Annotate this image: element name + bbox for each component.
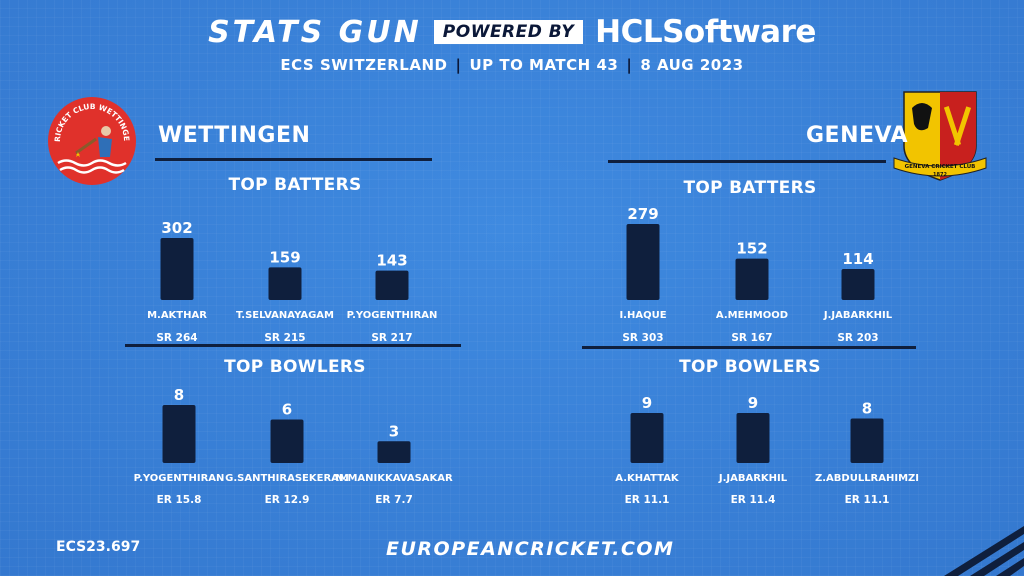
team-name-right: GENEVA: [806, 123, 909, 148]
team-underline-right: [608, 160, 886, 163]
divider-left: [125, 344, 461, 347]
player-stat-label: SR 203: [837, 332, 878, 344]
bar: [377, 441, 411, 463]
bar-value-label: 9: [748, 394, 758, 412]
brand-title: STATS GUN: [208, 14, 422, 50]
bar-value-label: 159: [269, 248, 300, 266]
bar: [841, 268, 875, 300]
player-name-label: A.KHATTAK: [615, 473, 680, 484]
sponsor-software: Software: [662, 14, 816, 50]
player-stat-label: ER 11.1: [845, 494, 890, 506]
bar: [160, 238, 194, 300]
bar-value-label: 6: [282, 401, 292, 419]
player-stat-label: ER 12.9: [265, 494, 310, 506]
chart-geneva-batters: 279 I.HAQUE SR 303 152 A.MEHMOOD SR 167 114 J.J…: [619, 205, 893, 344]
chart-geneva-bowlers: 9 A.KHATTAK ER 11.1 9 J.JABARKHIL ER 11.4 8 Z.A…: [615, 394, 919, 506]
player-stat-label: ER 7.7: [375, 494, 413, 506]
player-name-label: T.SELVANAYAGAM: [236, 310, 334, 321]
left-batters-title: TOP BATTERS: [228, 175, 362, 195]
player-stat-label: SR 217: [371, 332, 412, 344]
subtitle: ECS SWITZERLAND | UP TO MATCH 43 | 8 AUG…: [0, 56, 1024, 74]
player-name-label: P.YOGENTHIRAN: [134, 473, 225, 484]
competition-name: ECS SWITZERLAND: [280, 56, 448, 74]
sponsor-logo: HCLSoftware: [595, 14, 816, 50]
bar: [630, 413, 664, 463]
bar: [268, 267, 302, 300]
powered-by-badge: POWERED BY: [433, 20, 584, 44]
geneva-logo-text: GENEVA CRICKET CLUB: [905, 164, 976, 170]
player-name-label: P.YOGENTHIRAN: [347, 310, 438, 321]
left-bowlers-title: TOP BOWLERS: [224, 357, 366, 377]
player-name-label: J.JABARKHIL: [718, 473, 788, 484]
bar: [162, 405, 196, 463]
team-name-left: WETTINGEN: [158, 123, 311, 148]
decorative-stripes: [944, 526, 1024, 576]
date-text: 8 AUG 2023: [640, 56, 744, 74]
player-name-label: M.AKTHAR: [147, 310, 207, 321]
player-stat-label: SR 303: [622, 332, 663, 344]
divider-right: [582, 346, 916, 349]
chart-wettingen-batters: 302 M.AKTHAR SR 264 159 T.SELVANAYAGAM SR 215…: [147, 219, 438, 344]
bar-value-label: 3: [389, 422, 399, 440]
player-name-label: G.SANTHIRASEKERAM: [225, 473, 349, 484]
website-link[interactable]: EUROPEANCRICKET.COM: [386, 538, 675, 560]
scope-text: UP TO MATCH 43: [469, 56, 619, 74]
team-underline-left: [155, 158, 432, 161]
bar-value-label: 9: [642, 394, 652, 412]
wettingen-logo: CRICKET CLUB WETTINGEN: [46, 95, 136, 185]
brand-row: STATS GUN POWERED BY HCLSoftware: [0, 14, 1024, 50]
geneva-logo-year: 1872: [933, 172, 947, 178]
player-name-label: I.HAQUE: [619, 310, 666, 321]
graphic-code: ECS23.697: [56, 539, 141, 555]
bar-value-label: 8: [174, 386, 184, 404]
bar: [850, 418, 884, 463]
bar-value-label: 152: [736, 240, 767, 258]
player-name-label: Z.ABDULLRAHIMZI: [815, 473, 919, 484]
player-stat-label: SR 167: [731, 332, 772, 344]
chart-wettingen-bowlers: 8 P.YOGENTHIRAN ER 15.8 6 G.SANTHIRASEKERAM E…: [134, 386, 453, 506]
player-stat-label: SR 215: [264, 332, 305, 344]
player-name-label: N.MANIKKAVASAKAR: [335, 473, 453, 484]
player-stat-label: ER 11.1: [625, 494, 670, 506]
bar-value-label: 302: [161, 219, 192, 237]
right-bowlers-title: TOP BOWLERS: [679, 357, 821, 377]
bar: [375, 270, 409, 300]
bar-value-label: 279: [627, 205, 658, 223]
bar-value-label: 114: [842, 250, 873, 268]
player-stat-label: ER 11.4: [731, 494, 776, 506]
player-stat-label: SR 264: [156, 332, 197, 344]
subtitle-separator: |: [626, 56, 633, 74]
bar: [736, 413, 770, 463]
header: STATS GUN POWERED BY HCLSoftware ECS SWI…: [0, 14, 1024, 74]
subtitle-separator: |: [455, 56, 462, 74]
player-stat-label: ER 15.8: [157, 494, 202, 506]
bar: [735, 258, 769, 300]
player-name-label: A.MEHMOOD: [716, 310, 788, 321]
player-name-label: J.JABARKHIL: [823, 310, 893, 321]
bar: [626, 224, 660, 300]
bar-value-label: 8: [862, 400, 872, 418]
bar-value-label: 143: [376, 252, 407, 270]
geneva-logo: GENEVA CRICKET CLUB 1872: [893, 91, 987, 181]
sponsor-hcl: HCL: [595, 14, 663, 50]
right-batters-title: TOP BATTERS: [683, 178, 817, 198]
bar: [270, 419, 304, 463]
